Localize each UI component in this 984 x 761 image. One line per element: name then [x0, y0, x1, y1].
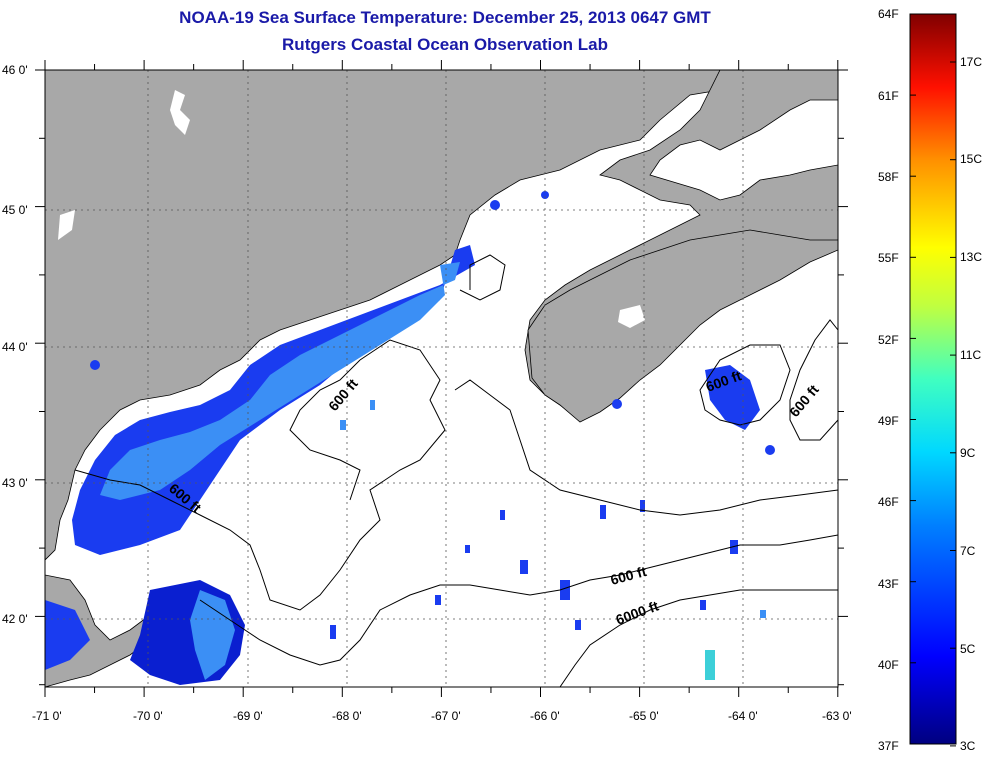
colorbar-f-label: 49F [878, 414, 899, 428]
graticule [45, 70, 838, 687]
colorbar-f-labels: 64F 61F 58F 55F 52F 49F 46F 43F 40F 37F [878, 7, 899, 753]
colorbar-c-label: 11C [960, 348, 981, 362]
colorbar-f-label: 61F [878, 89, 899, 103]
lake [618, 305, 645, 328]
colorbar-f-label: 43F [878, 577, 899, 591]
lon-label: -68 0' [332, 709, 362, 723]
lat-label: 46 0' [2, 63, 28, 77]
lake [58, 210, 75, 240]
lat-label: 42 0' [2, 612, 28, 626]
land-nova-scotia [527, 229, 838, 423]
map-title: NOAA-19 Sea Surface Temperature: Decembe… [179, 8, 711, 27]
sst-data [45, 191, 775, 685]
colorbar: 64F 61F 58F 55F 52F 49F 46F 43F 40F 37F … [878, 7, 982, 753]
colorbar-f-label: 52F [878, 333, 899, 347]
colorbar-c-label: 7C [960, 544, 976, 558]
colorbar-c-label: 13C [960, 250, 982, 264]
colorbar-c-label: 17C [960, 55, 982, 69]
lat-label: 44 0' [2, 340, 28, 354]
lon-label: -64 0' [728, 709, 758, 723]
latitude-labels: 46 0' 45 0' 44 0' 43 0' 42 0' [2, 63, 28, 626]
axis-ticks [35, 60, 848, 697]
colorbar-c-label: 5C [960, 642, 976, 656]
lake [170, 90, 190, 135]
colorbar-c-label: 3C [960, 739, 976, 753]
colorbar-c-labels: 17C 15C 13C 11C 9C 7C 5C 3C [960, 55, 982, 753]
lat-label: 43 0' [2, 476, 28, 490]
lon-label: -66 0' [530, 709, 560, 723]
colorbar-f-label: 64F [878, 7, 899, 21]
colorbar-c-label: 9C [960, 446, 976, 460]
lon-label: -70 0' [133, 709, 163, 723]
colorbar-f-label: 40F [878, 658, 899, 672]
colorbar-f-label: 46F [878, 495, 899, 509]
map-subtitle: Rutgers Coastal Ocean Observation Lab [282, 35, 608, 54]
colorbar-f-label: 58F [878, 170, 899, 184]
land-maine [45, 70, 721, 561]
lon-label: -69 0' [233, 709, 263, 723]
lon-label: -65 0' [629, 709, 659, 723]
colorbar-gradient [909, 13, 957, 745]
colorbar-f-label: 37F [878, 739, 899, 753]
lon-label: -67 0' [431, 709, 461, 723]
lat-label: 45 0' [2, 203, 28, 217]
bathymetry-contours [74, 254, 838, 687]
longitude-labels: -71 0' -70 0' -69 0' -68 0' -67 0' -66 0… [32, 709, 852, 723]
colorbar-f-label: 55F [878, 251, 899, 265]
lon-label: -63 0' [822, 709, 852, 723]
colorbar-c-label: 15C [960, 152, 982, 166]
lon-label: -71 0' [32, 709, 62, 723]
